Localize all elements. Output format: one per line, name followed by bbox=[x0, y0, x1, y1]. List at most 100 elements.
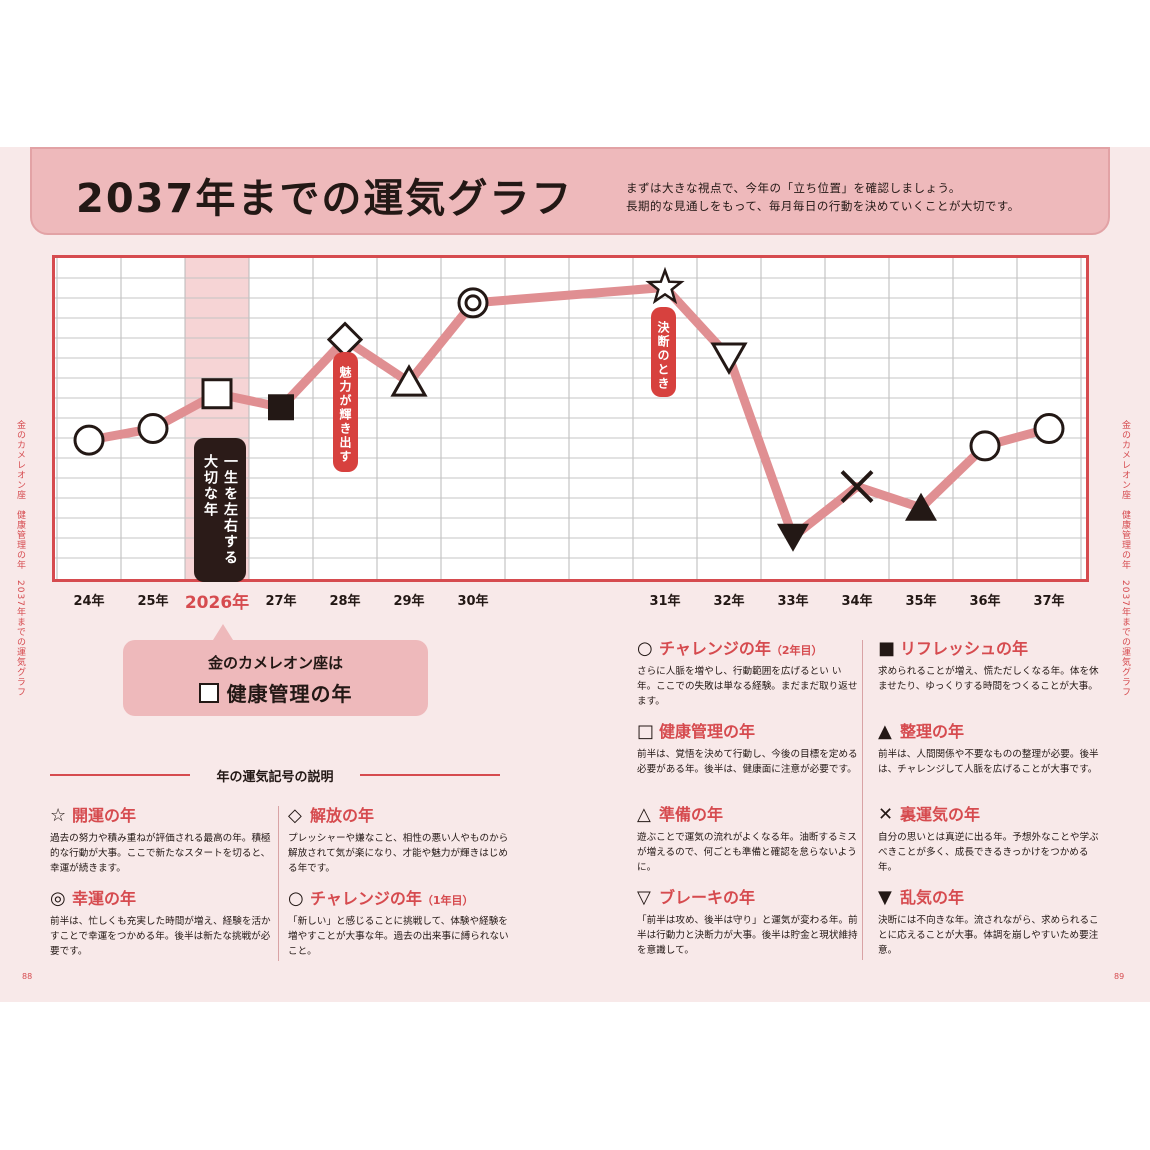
cross-marker bbox=[840, 470, 874, 503]
legend-entry: ▼ 乱気の年決断には不向きな年。流されながら、求められることに応えることが大事。体… bbox=[878, 887, 1100, 958]
side-label-left-2: 2037年までの運気グラフ bbox=[15, 580, 25, 697]
legend-entry-name: チャレンジの年 bbox=[310, 889, 422, 908]
legend-entry-name: 健康管理の年 bbox=[659, 722, 756, 741]
legend-entry-title: ○ チャレンジの年（1年目） bbox=[288, 888, 510, 910]
callout-line-1: 金のカメレオン座は bbox=[207, 654, 343, 672]
square-marker bbox=[201, 378, 233, 410]
heading-rule-right bbox=[360, 774, 500, 776]
legend-entry-title: ◇ 解放の年 bbox=[288, 805, 510, 827]
legend-entry-description: 「前半は攻め、後半は守り」と運気が変わる年。前半は行動力と決断力が大事。後半は貯… bbox=[637, 915, 858, 956]
legend-entry-title: ○ チャレンジの年（2年目） bbox=[637, 638, 859, 660]
annotation-charm-shines: 魅力が輝き出す bbox=[333, 352, 358, 472]
legend-entry: ▽ ブレーキの年「前半は攻め、後半は守り」と運気が変わる年。前半は行動力と決断力が… bbox=[637, 887, 859, 958]
legend-entry: ◇ 解放の年プレッシャーや嫌なこと、相性の悪い人やものから解放されて気が楽になり、… bbox=[288, 805, 510, 876]
filled-square-marker bbox=[268, 394, 294, 421]
legend-entry-description: 前半は、覚悟を決めて行動し、今後の目標を定める必要がある年。後半は、健康面に注意… bbox=[637, 749, 858, 775]
x-tick-label: 31年 bbox=[649, 594, 681, 609]
legend-entry-name: 解放の年 bbox=[310, 806, 375, 825]
x-tick-label: 36年 bbox=[969, 594, 1001, 609]
circle-marker bbox=[1033, 413, 1065, 445]
legend-entry-description: 求められることが増え、慌ただしくなる年。体を休ませたり、ゆっくりする時間をつくる… bbox=[878, 666, 1099, 692]
filled-triangle-marker bbox=[905, 492, 937, 521]
legend-entry-name: リフレッシュの年 bbox=[900, 639, 1029, 658]
legend-entry-name: 裏運気の年 bbox=[900, 805, 981, 824]
legend-entry-description: さらに人脈を増やし、行動範囲を広げるとい い年。ここでの失敗は単なる経験。まだま… bbox=[637, 666, 858, 707]
legend-entry-description: 「新しい」と感じることに挑戦して、体験や経験を増やすことが大事な年。過去の出来事… bbox=[288, 916, 509, 957]
double-circle-marker bbox=[457, 287, 489, 319]
heading-rule-left bbox=[50, 774, 190, 776]
x-tick-label: 28年 bbox=[329, 594, 361, 609]
legend-entry-name: チャレンジの年 bbox=[659, 639, 771, 658]
header-band bbox=[30, 147, 1110, 235]
legend-symbol-icon: □ bbox=[637, 721, 655, 742]
legend-entry-name: 幸運の年 bbox=[72, 889, 137, 908]
legend-entry-description: 前半は、人間関係や不要なものの整理が必要。後半は、チャレンジして人脈を広げること… bbox=[878, 749, 1099, 775]
intro-line-1: まずは大きな視点で、今年の「立ち位置」を確認しましょう。 bbox=[626, 181, 961, 195]
side-label-right-2: 2037年までの運気グラフ bbox=[1120, 580, 1130, 697]
circle-marker bbox=[969, 430, 1001, 462]
x-tick-label: 34年 bbox=[841, 594, 873, 609]
legend-entry-description: プレッシャーや嫌なこと、相性の悪い人やものから解放されて気が楽になり、才能や魅力… bbox=[288, 833, 509, 874]
legend-entry: △ 準備の年遊ぶことで運気の流れがよくなる年。油断するミスが増えるので、何ごとも準… bbox=[637, 804, 859, 875]
triangle-marker bbox=[390, 364, 428, 397]
circle-marker bbox=[137, 413, 169, 445]
x-tick-label: 33年 bbox=[777, 594, 809, 609]
legend-symbol-icon: ○ bbox=[637, 638, 653, 659]
legend-entry: □ 健康管理の年前半は、覚悟を決めて行動し、今後の目標を定める必要がある年。後半は… bbox=[637, 721, 859, 777]
year-callout: 金のカメレオン座は 健康管理の年 bbox=[123, 624, 428, 716]
legend-entry-title: ✕ 裏運気の年 bbox=[878, 804, 1100, 826]
legend-symbol-icon: ◎ bbox=[50, 888, 66, 909]
legend-entry-title: ☆ 開運の年 bbox=[50, 805, 272, 827]
legend-entry-note: （1年目） bbox=[421, 894, 474, 907]
legend-symbol-icon: ▼ bbox=[878, 887, 892, 908]
x-tick-label: 32年 bbox=[713, 594, 745, 609]
x-tick-label: 37年 bbox=[1033, 594, 1065, 609]
legend-symbol-icon: ○ bbox=[288, 888, 304, 909]
legend-entry-description: 遊ぶことで運気の流れがよくなる年。油断するミスが増えるので、何ごとも準備と確認を… bbox=[637, 832, 857, 873]
page-number-left: 88 bbox=[22, 972, 33, 981]
legend-entry-name: ブレーキの年 bbox=[659, 888, 756, 907]
filled-inverted-triangle-marker bbox=[777, 523, 809, 552]
legend-entry-title: ■ リフレッシュの年 bbox=[878, 638, 1100, 660]
legend-symbol-icon: ☆ bbox=[50, 805, 67, 826]
x-tick-label: 30年 bbox=[457, 594, 489, 609]
callout-line-2: 健康管理の年 bbox=[123, 678, 428, 707]
legend-entry-title: □ 健康管理の年 bbox=[637, 721, 859, 743]
side-label-left: 金のカメレオン座 健康管理の年 bbox=[15, 420, 25, 570]
legend-entry-description: 自分の思いとは真逆に出る年。予想外なことや学ぶべきことが多く、成長できるきっかけ… bbox=[878, 832, 1099, 873]
legend-symbol-icon: ▽ bbox=[637, 887, 651, 908]
legend-entry: ○ チャレンジの年（1年目） 「新しい」と感じることに挑戦して、体験や経験を増やすこ… bbox=[288, 888, 510, 959]
legend-entry-name: 開運の年 bbox=[72, 806, 137, 825]
x-tick-label: 29年 bbox=[393, 594, 425, 609]
legend-symbol-icon: ■ bbox=[878, 638, 896, 659]
legend-entry-title: ◎ 幸運の年 bbox=[50, 888, 272, 910]
legend-heading-text: 年の運気記号の説明 bbox=[216, 770, 334, 785]
legend-symbol-icon: △ bbox=[637, 804, 651, 825]
inverted-triangle-marker bbox=[710, 342, 748, 376]
legend-heading: 年の運気記号の説明 bbox=[50, 766, 500, 785]
legend-entry-description: 前半は、忙しくも充実した時間が増え、経験を活かすことで幸運をつかめる年。後半は新… bbox=[50, 916, 271, 957]
legend-entry-title: △ 準備の年 bbox=[637, 804, 859, 826]
annotation-important-year: 一生を左右する 大切な年 bbox=[194, 438, 246, 582]
circle-marker bbox=[73, 424, 105, 456]
legend-entry: ✕ 裏運気の年自分の思いとは真逆に出る年。予想外なことや学ぶべきことが多く、成長で… bbox=[878, 804, 1100, 875]
star-marker bbox=[645, 266, 685, 305]
divider bbox=[862, 640, 863, 960]
legend-entry-description: 決断には不向きな年。流されながら、求められることに応えることが大事。体調を崩しや… bbox=[878, 915, 1099, 956]
legend-symbol-icon: ◇ bbox=[288, 805, 302, 826]
x-tick-label: 35年 bbox=[905, 594, 937, 609]
x-tick-label: 27年 bbox=[265, 594, 297, 609]
legend-entry: ○ チャレンジの年（2年目） さらに人脈を増やし、行動範囲を広げるとい い年。ここで… bbox=[637, 638, 859, 709]
x-tick-label: 25年 bbox=[137, 594, 169, 609]
x-tick-label: 24年 bbox=[73, 594, 105, 609]
legend-entry-name: 乱気の年 bbox=[900, 888, 965, 907]
legend-entry-name: 整理の年 bbox=[900, 722, 965, 741]
legend-entry: ■ リフレッシュの年求められることが増え、慌ただしくなる年。体を休ませたり、ゆっく… bbox=[878, 638, 1100, 694]
legend-entry-name: 準備の年 bbox=[659, 805, 724, 824]
page-number-right: 89 bbox=[1114, 972, 1125, 981]
legend-entry-title: ▽ ブレーキの年 bbox=[637, 887, 859, 909]
legend-entry: ◎ 幸運の年前半は、忙しくも充実した時間が増え、経験を活かすことで幸運をつかめる年… bbox=[50, 888, 272, 959]
legend-entry-description: 過去の努力や積み重ねが評価される最高の年。積極的な行動が大事。ここで新たなスター… bbox=[50, 833, 271, 874]
legend-entry-note: （2年目） bbox=[770, 644, 823, 657]
legend-entry-title: ▲ 整理の年 bbox=[878, 721, 1100, 743]
